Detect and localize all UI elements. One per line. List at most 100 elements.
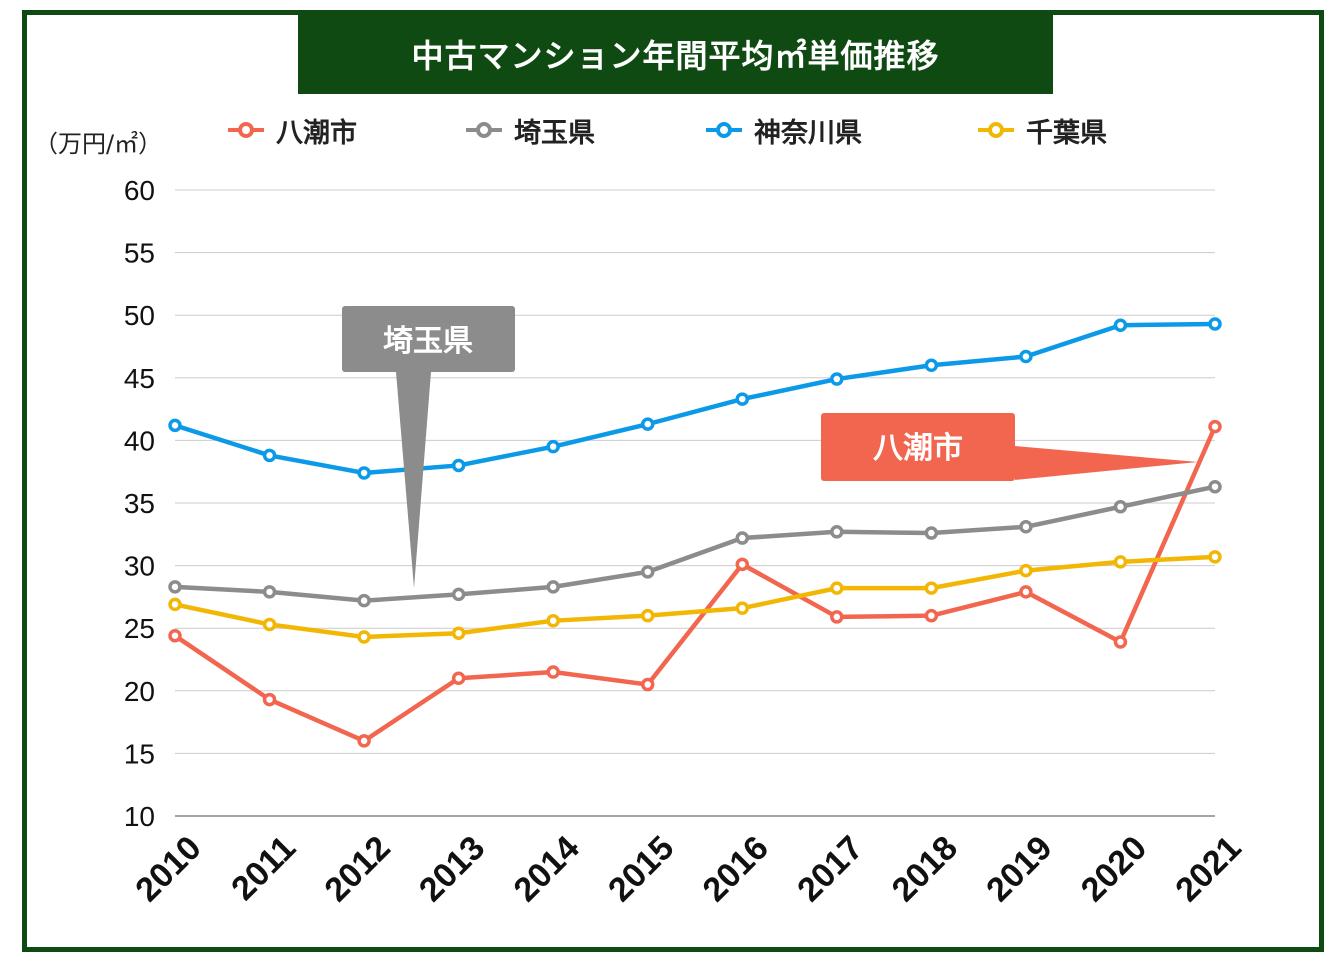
data-point xyxy=(451,458,466,473)
x-tick-label: 2021 xyxy=(1168,829,1248,909)
callout-yashio-label: 八潮市 xyxy=(873,431,963,466)
legend-label-yashio: 八潮市 xyxy=(276,117,357,149)
callout-yashio-box xyxy=(821,413,1015,481)
y-tick-label: 15 xyxy=(124,738,155,769)
data-point xyxy=(357,466,371,480)
y-axis-unit-label: （万円/㎡） xyxy=(34,130,163,158)
data-point xyxy=(262,692,277,707)
y-tick-label: 25 xyxy=(124,613,155,644)
legend-marker-chiba xyxy=(978,122,1014,138)
y-tick-label: 40 xyxy=(124,425,155,456)
data-point xyxy=(1019,520,1033,534)
callout-yashio-pointer xyxy=(1015,446,1198,480)
data-point xyxy=(640,677,655,692)
x-tick-label: 2011 xyxy=(224,829,303,908)
data-point xyxy=(924,608,939,623)
series-line-3 xyxy=(174,554,1216,640)
data-point xyxy=(735,531,750,545)
data-point xyxy=(168,597,182,612)
x-tick-label: 2012 xyxy=(317,829,397,909)
x-tick-label: 2018 xyxy=(885,829,965,909)
data-point xyxy=(546,613,560,628)
x-tick-label: 2020 xyxy=(1074,829,1154,909)
data-point xyxy=(451,626,466,640)
data-point xyxy=(830,581,844,595)
legend-label-kanagawa: 神奈川県 xyxy=(754,117,862,149)
data-point xyxy=(735,392,750,406)
data-point xyxy=(830,372,844,386)
x-tick-label: 2017 xyxy=(790,829,870,909)
data-point xyxy=(357,734,371,748)
data-point xyxy=(546,439,560,454)
data-point xyxy=(1113,500,1128,514)
legend: 八潮市 埼玉県 神奈川県 千葉県 xyxy=(228,108,1188,152)
data-point xyxy=(640,608,655,623)
data-point xyxy=(830,525,844,539)
data-point xyxy=(262,617,277,632)
x-tick-label: 2010 xyxy=(128,829,208,909)
legend-item-kanagawa: 神奈川県 xyxy=(706,108,862,152)
data-point xyxy=(640,417,655,431)
legend-label-chiba: 千葉県 xyxy=(1026,117,1107,149)
data-point xyxy=(1113,555,1128,569)
legend-item-saitama: 埼玉県 xyxy=(466,108,595,152)
data-point xyxy=(262,585,277,599)
data-point xyxy=(735,557,750,572)
legend-label-saitama: 埼玉県 xyxy=(514,117,595,149)
x-tick-label: 2013 xyxy=(412,829,492,909)
callouts: 埼玉県 八潮市 xyxy=(342,306,1198,588)
y-tick-label: 45 xyxy=(124,363,155,394)
series-line-2 xyxy=(174,321,1216,476)
x-tick-label: 2014 xyxy=(506,829,586,909)
y-tick-label: 35 xyxy=(124,488,155,519)
y-tick-label: 10 xyxy=(124,801,155,832)
data-point xyxy=(1113,318,1128,332)
x-tick-label: 2016 xyxy=(696,829,776,909)
y-tick-label: 55 xyxy=(124,238,155,269)
x-tick-label: 2015 xyxy=(601,829,681,909)
data-point xyxy=(1019,563,1033,578)
series-line-1 xyxy=(174,484,1216,603)
data-point xyxy=(262,448,277,463)
legend-marker-kanagawa xyxy=(706,122,742,138)
data-point xyxy=(924,358,939,373)
data-point xyxy=(924,526,939,540)
series-1 xyxy=(168,479,1222,608)
callout-saitama-box xyxy=(342,306,515,372)
data-point xyxy=(451,671,466,686)
series-0 xyxy=(168,419,1222,748)
legend-marker-yashio xyxy=(228,122,264,138)
x-axis-ticks: 2010 2011 2012 2013 2014 2015 2016 2017 2018 2019… xyxy=(128,829,1248,909)
data-point xyxy=(168,580,182,594)
y-axis-ticks: 10 15 20 25 30 35 40 45 50 55 60 xyxy=(124,175,155,832)
series-2 xyxy=(168,317,1222,480)
data-point xyxy=(924,581,939,595)
data-point xyxy=(546,580,560,594)
legend-item-yashio: 八潮市 xyxy=(228,108,357,152)
data-point xyxy=(640,565,655,579)
data-point xyxy=(1113,635,1128,649)
callout-saitama-label: 埼玉県 xyxy=(383,324,473,359)
data-point xyxy=(357,630,371,644)
data-point xyxy=(1208,419,1222,434)
legend-marker-saitama xyxy=(466,122,502,138)
data-point xyxy=(451,587,466,602)
chart-title: 中古マンション年間平均㎡単価推移 xyxy=(298,14,1053,94)
data-point xyxy=(1208,550,1222,564)
data-point xyxy=(1019,585,1033,599)
y-tick-label: 30 xyxy=(124,551,155,582)
series-lines xyxy=(168,317,1222,748)
chart-frame xyxy=(22,10,1324,952)
y-tick-label: 60 xyxy=(124,175,155,206)
data-point xyxy=(168,628,182,643)
callout-saitama-pointer xyxy=(396,372,431,588)
data-point xyxy=(830,610,844,624)
series-3 xyxy=(168,550,1222,644)
grid-lines xyxy=(175,189,1215,817)
series-line-0 xyxy=(173,425,1218,744)
data-point xyxy=(1208,479,1222,494)
data-point xyxy=(1019,349,1033,364)
x-tick-label: 2019 xyxy=(979,829,1059,909)
data-point xyxy=(168,418,182,433)
